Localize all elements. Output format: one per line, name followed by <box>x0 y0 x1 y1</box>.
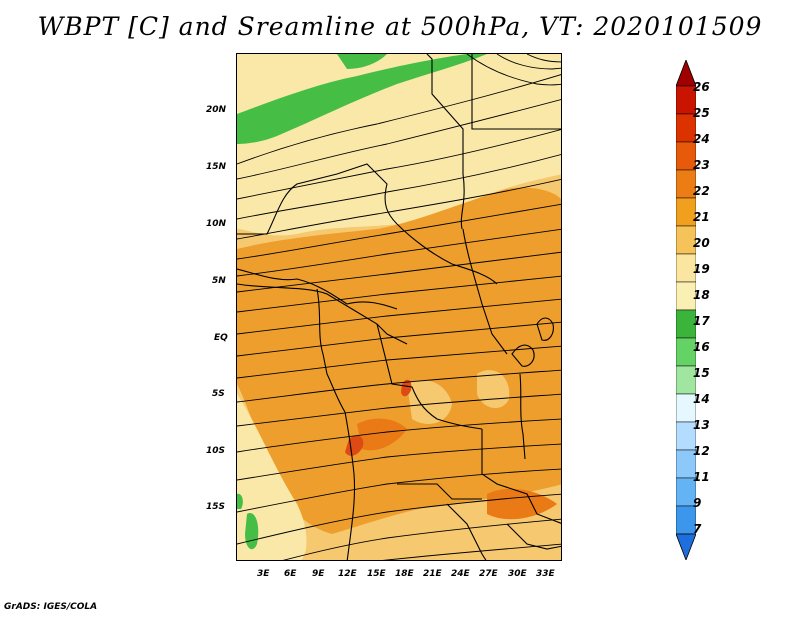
field-orange-core <box>237 187 561 534</box>
lat-label-15s: 15S <box>206 502 226 512</box>
streamline <box>382 543 561 560</box>
border-line <box>396 223 498 285</box>
colorbar-label-20: 20 <box>693 236 710 250</box>
lake <box>511 344 535 367</box>
streamline <box>237 178 561 240</box>
streamline <box>237 345 561 379</box>
lon-label-24e: 24E <box>451 569 470 579</box>
lat-label-15n: 15N <box>206 162 227 172</box>
field-pale-interior-1 <box>407 380 452 424</box>
lat-label-10s: 10S <box>206 446 226 456</box>
field-green-north <box>237 54 487 144</box>
lake <box>536 317 554 341</box>
colorbar-label-14: 14 <box>693 392 710 406</box>
streamline <box>237 443 561 481</box>
field-red-hotspot-2 <box>401 379 412 397</box>
lon-label-30e: 30E <box>508 569 527 579</box>
lat-label-5n: 5N <box>212 276 226 286</box>
streamline <box>237 369 561 403</box>
field-green-north-2 <box>337 54 387 69</box>
streamline <box>237 203 561 260</box>
lat-label-10n: 10N <box>206 219 227 229</box>
chart-title: WBPT [C] and Sreamline at 500hPa, VT: 20… <box>37 12 763 41</box>
colorbar-label-26: 26 <box>693 80 710 94</box>
map-canvas <box>237 54 561 560</box>
streamlines <box>237 54 561 560</box>
field-green-southwest-2 <box>237 493 243 509</box>
streamline <box>282 518 561 560</box>
colorbar-segments <box>676 60 696 560</box>
border-line <box>481 429 561 524</box>
colorbar-label-18: 18 <box>693 288 710 302</box>
streamline <box>237 393 561 427</box>
colorbar-label-22: 22 <box>693 184 710 198</box>
lon-label-6e: 6E <box>284 569 297 579</box>
colorbar <box>676 60 696 560</box>
colorbar-label-21: 21 <box>693 210 710 224</box>
border-line <box>397 483 482 500</box>
borders <box>237 54 561 560</box>
border-line <box>344 411 356 560</box>
colorbar-label-19: 19 <box>693 262 710 276</box>
colorbar-label-7: 7 <box>693 522 702 536</box>
streamline <box>237 129 561 200</box>
lon-label-12e: 12E <box>338 569 357 579</box>
map-panel <box>236 53 562 561</box>
lon-label-9e: 9E <box>312 569 325 579</box>
streamline <box>237 99 561 180</box>
streamline <box>466 54 561 86</box>
border-line <box>237 283 408 345</box>
streamline <box>237 228 561 277</box>
streamline <box>237 493 561 545</box>
streamline <box>237 321 561 357</box>
streamline <box>237 154 561 220</box>
lon-label-3e: 3E <box>257 569 270 579</box>
streamline <box>237 298 561 335</box>
lat-label-eq: EQ <box>214 333 228 343</box>
field-deep-orange-2 <box>487 488 557 520</box>
colorbar-label-13: 13 <box>693 418 710 432</box>
streamline <box>237 251 561 293</box>
border-line <box>446 503 487 560</box>
lon-label-18e: 18E <box>395 569 414 579</box>
credit-text: GrADS: IGES/COLA <box>4 602 98 612</box>
colorbar-label-15: 15 <box>693 366 710 380</box>
colorbar-label-25: 25 <box>693 106 710 120</box>
lat-label-5s: 5S <box>212 389 225 399</box>
border-line <box>462 228 508 355</box>
border-line <box>237 163 398 235</box>
lon-label-27e: 27E <box>479 569 498 579</box>
border-line <box>506 523 561 550</box>
streamline <box>237 418 561 453</box>
colorbar-arrow-bottom <box>676 533 696 560</box>
colorbar-label-16: 16 <box>693 340 710 354</box>
colorbar-label-23: 23 <box>693 158 710 172</box>
border-line <box>471 54 561 130</box>
colorbar-label-17: 17 <box>693 314 710 328</box>
streamline <box>237 468 561 513</box>
border-line <box>376 323 483 430</box>
colorbar-label-9: 9 <box>693 496 702 510</box>
colorbar-label-24: 24 <box>693 132 710 146</box>
lat-label-20n: 20N <box>206 105 227 115</box>
lon-label-33e: 33E <box>536 569 555 579</box>
border-line <box>426 54 465 230</box>
colorbar-label-11: 11 <box>693 470 710 484</box>
lon-label-15e: 15E <box>367 569 386 579</box>
border-line <box>316 288 346 413</box>
streamline <box>237 74 561 165</box>
streamline <box>526 54 561 63</box>
lon-label-21e: 21E <box>423 569 442 579</box>
streamline <box>237 275 561 313</box>
lake <box>519 373 526 460</box>
colorbar-label-12: 12 <box>693 444 710 458</box>
field-deep-orange-1 <box>357 418 407 451</box>
streamline <box>496 54 561 70</box>
border-line <box>237 268 398 310</box>
